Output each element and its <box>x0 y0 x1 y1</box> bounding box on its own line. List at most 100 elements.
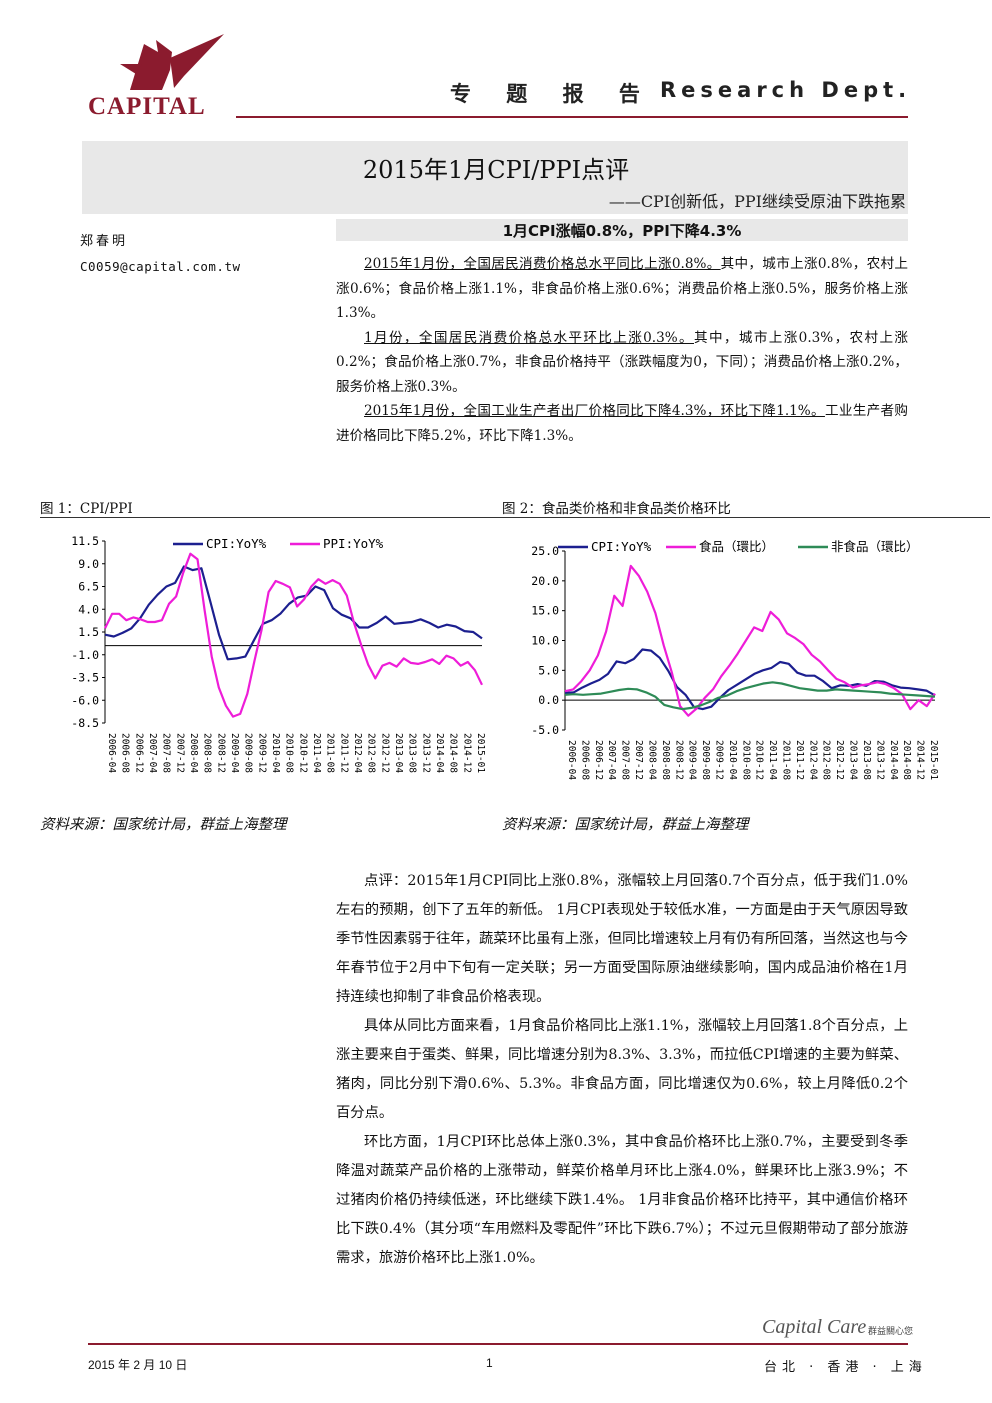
y-tick-label: 15.0 <box>531 604 559 618</box>
x-tick-label: 2013-12 <box>874 740 885 780</box>
summary-underline: 2015年1月份，全国居民消费价格总水平同比上涨0.8%。 <box>364 256 721 272</box>
x-tick-label: 2015-01 <box>928 740 939 780</box>
x-tick-label: 2007-04 <box>606 740 617 780</box>
x-tick-label: 2008-08 <box>202 733 213 773</box>
x-tick-label: 2009-12 <box>713 740 724 780</box>
x-tick-label: 2013-08 <box>861 740 872 780</box>
page-title: 2015年1月CPI/PPI点评 <box>362 156 630 184</box>
y-tick-label: 25.0 <box>531 544 559 558</box>
author-name: 郑春明 <box>80 234 129 249</box>
x-tick-label: 2011-04 <box>767 740 778 780</box>
x-tick-label: 2009-04 <box>229 733 240 773</box>
x-tick-label: 2012-04 <box>352 733 363 773</box>
x-tick-label: 2009-08 <box>243 733 254 773</box>
x-tick-label: 2011-04 <box>311 733 322 773</box>
x-tick-label: 2008-12 <box>215 733 226 773</box>
summary-text: 其中，城市上涨0.3%，农村上涨0.2%；食品价格上涨0.7%，非食品价格持平（… <box>336 329 908 395</box>
x-tick-label: 2011-12 <box>794 740 805 780</box>
x-tick-label: 2007-12 <box>633 740 644 780</box>
legend-label: PPI:YoY% <box>323 536 384 551</box>
y-tick-label: 20.0 <box>531 574 559 588</box>
y-tick-label: 10.0 <box>531 634 559 648</box>
x-tick-label: 2011-12 <box>338 733 349 773</box>
chart-food-nonfood: 25.0 20.0 15.0 10.0 5.0 0.0 -5.0 2006-04 2006-08… <box>531 539 939 780</box>
y-tick-label: 9.0 <box>78 557 99 571</box>
x-tick-label: 2007-04 <box>147 733 158 773</box>
fig2-title: 图 2：食品类价格和非食品类价格环比 <box>502 501 731 517</box>
summary-section: 2015年1月份，全国居民消费价格总水平同比上涨0.8%。其中，城市上涨0.8%… <box>336 252 908 448</box>
fig2-source: 资料来源：国家统计局，群益上海整理 <box>502 817 749 833</box>
x-tick-label: 2006-04 <box>106 733 117 773</box>
footer-rule <box>88 1343 908 1345</box>
y-tick-label: 11.5 <box>71 534 99 548</box>
title-band <box>82 141 908 214</box>
commentary-paragraph: 具体从同比方面来看，1月食品价格同比上涨1.1%，涨幅较上月回落1.8个百分点，… <box>336 1018 908 1121</box>
x-tick-label: 2009-08 <box>700 740 711 780</box>
x-tick-label: 2006-12 <box>133 733 144 773</box>
x-tick-label: 2008-12 <box>673 740 684 780</box>
legend-label: 非食品（環比） <box>831 539 919 554</box>
x-tick-label: 2006-08 <box>120 733 131 773</box>
header-rule <box>236 116 908 118</box>
x-tick-label: 2014-08 <box>901 740 912 780</box>
eagle-logo-icon <box>120 34 224 90</box>
x-tick-label: 2006-12 <box>593 740 604 780</box>
y-tick-label: 6.5 <box>78 580 99 594</box>
x-tick-label: 2014-04 <box>888 740 899 780</box>
x-tick-label: 2012-12 <box>834 740 845 780</box>
x-tick-label: 2013-04 <box>393 733 404 773</box>
x-tick-label: 2010-12 <box>297 733 308 773</box>
commentary-paragraph: 点评：2015年1月CPI同比上涨0.8%，涨幅较上月回落0.7个百分点，低于我… <box>336 873 908 1005</box>
fig1-source: 资料来源：国家统计局，群益上海整理 <box>40 817 287 833</box>
footer-cities: 台北 · 香港 · 上海 <box>764 1360 927 1375</box>
commentary-section: 点评：2015年1月CPI同比上涨0.8%，涨幅较上月回落0.7个百分点，低于我… <box>336 867 908 1273</box>
y-tick-label: 5.0 <box>538 663 559 677</box>
summary-underline: 2015年1月份，全国工业生产者出厂价格同比下降4.3%，环比下降1.1%。 <box>364 403 825 419</box>
x-tick-label: 2012-08 <box>366 733 377 773</box>
fig1-title: 图 1：CPI/PPI <box>40 501 133 517</box>
author-email[interactable]: C0059@capital.com.tw <box>80 259 241 274</box>
x-tick-label: 2014-08 <box>448 733 459 773</box>
y-tick-label: -8.5 <box>71 716 99 730</box>
page-subtitle: ——CPI创新低，PPI继续受原油下跌拖累 <box>608 192 906 211</box>
x-tick-label: 2009-04 <box>687 740 698 780</box>
summary-text: 其中，城市上涨0.8%，农村上涨0.6%；食品价格上涨1.1%，非食品价格上涨0… <box>336 256 908 321</box>
x-tick-label: 2010-04 <box>270 733 281 773</box>
x-tick-label: 2013-04 <box>848 740 859 780</box>
x-tick-label: 2012-04 <box>807 740 818 780</box>
x-tick-label: 2010-04 <box>727 740 738 780</box>
report-type: 专 题 报 告 <box>450 82 654 106</box>
x-tick-label: 2015-01 <box>475 733 486 773</box>
dept-name: Research Dept. <box>660 78 912 102</box>
y-tick-label: -3.5 <box>71 671 99 685</box>
x-tick-label: 2012-08 <box>821 740 832 780</box>
x-tick-label: 2007-08 <box>161 733 172 773</box>
page-number: 1 <box>486 1356 493 1370</box>
legend-label: CPI:YoY% <box>591 539 652 554</box>
x-tick-label: 2006-04 <box>566 740 577 780</box>
y-tick-label: -1.0 <box>71 648 99 662</box>
x-tick-label: 2014-12 <box>461 733 472 773</box>
logo-text: CAPITAL <box>88 93 206 120</box>
x-tick-label: 2014-12 <box>915 740 926 780</box>
figure-rule <box>40 517 990 518</box>
y-tick-label: -5.0 <box>531 723 559 737</box>
x-tick-label: 2011-08 <box>781 740 792 780</box>
y-tick-label: 1.5 <box>78 625 99 639</box>
x-tick-label: 2008-08 <box>660 740 671 780</box>
x-tick-label: 2012-12 <box>379 733 390 773</box>
series-line <box>104 565 483 661</box>
y-tick-label: 0.0 <box>538 693 559 707</box>
x-tick-label: 2007-12 <box>174 733 185 773</box>
footer-date: 2015 年 2 月 10 日 <box>88 1358 188 1372</box>
legend-label: CPI:YoY% <box>206 536 267 551</box>
x-tick-label: 2006-08 <box>579 740 590 780</box>
x-tick-label: 2014-04 <box>434 733 445 773</box>
x-tick-label: 2010-08 <box>740 740 751 780</box>
footer-brand: Capital Care <box>762 1316 867 1338</box>
series-line <box>104 552 483 718</box>
series-line <box>564 564 936 717</box>
footer-brand-sub: 群益關心您 <box>868 1327 914 1337</box>
y-tick-label: -6.0 <box>71 693 99 707</box>
